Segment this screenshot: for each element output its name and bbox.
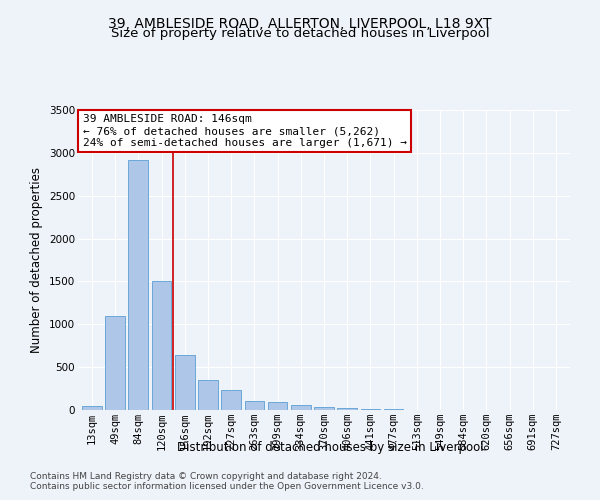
Bar xyxy=(245,400,264,410)
Bar xyxy=(82,406,102,410)
Bar xyxy=(361,409,380,410)
Text: Contains public sector information licensed under the Open Government Licence v3: Contains public sector information licen… xyxy=(30,482,424,491)
Bar xyxy=(198,380,218,410)
Bar xyxy=(384,409,403,410)
Text: 39 AMBLESIDE ROAD: 146sqm
← 76% of detached houses are smaller (5,262)
24% of se: 39 AMBLESIDE ROAD: 146sqm ← 76% of detac… xyxy=(83,114,407,148)
Bar xyxy=(291,406,311,410)
Y-axis label: Number of detached properties: Number of detached properties xyxy=(31,167,43,353)
Bar xyxy=(337,408,357,410)
Text: Size of property relative to detached houses in Liverpool: Size of property relative to detached ho… xyxy=(110,28,490,40)
Bar xyxy=(314,407,334,410)
Text: 39, AMBLESIDE ROAD, ALLERTON, LIVERPOOL, L18 9XT: 39, AMBLESIDE ROAD, ALLERTON, LIVERPOOL,… xyxy=(108,18,492,32)
Bar xyxy=(175,355,194,410)
Bar xyxy=(128,160,148,410)
Text: Distribution of detached houses by size in Liverpool: Distribution of detached houses by size … xyxy=(176,441,484,454)
Bar xyxy=(268,402,287,410)
Text: Contains HM Land Registry data © Crown copyright and database right 2024.: Contains HM Land Registry data © Crown c… xyxy=(30,472,382,481)
Bar xyxy=(152,282,172,410)
Bar xyxy=(221,390,241,410)
Bar xyxy=(105,316,125,410)
